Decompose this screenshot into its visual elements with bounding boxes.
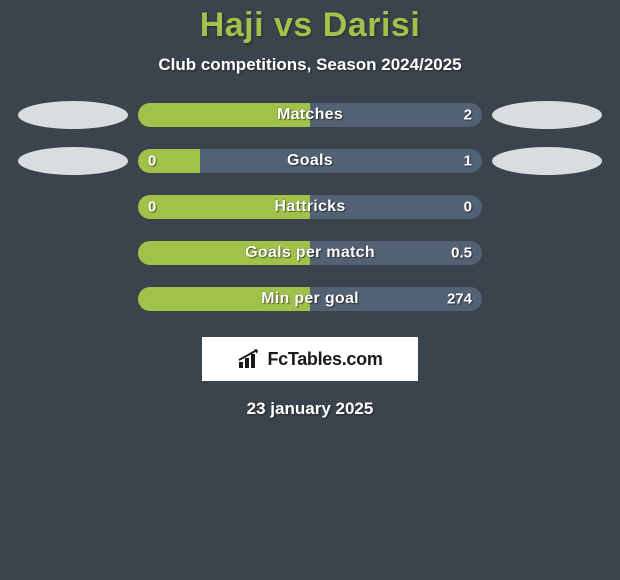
stat-bar: Goals 0 1 (138, 149, 482, 173)
brand-text: FcTables.com (267, 349, 382, 370)
stat-value-left: 0 (148, 153, 156, 170)
player-right-marker (492, 101, 602, 129)
stat-value-right: 1 (464, 153, 472, 170)
right-slot (482, 147, 612, 175)
brand-box[interactable]: FcTables.com (202, 337, 418, 381)
stat-bar: Hattricks 0 0 (138, 195, 482, 219)
stat-label: Matches (277, 106, 343, 124)
stat-value-right: 274 (447, 291, 472, 308)
stat-bar-right (200, 149, 482, 173)
stat-bar: Matches 2 (138, 103, 482, 127)
stat-row: Min per goal 274 (0, 287, 620, 311)
page-title: Haji vs Darisi (0, 6, 620, 45)
player-left-marker (18, 147, 128, 175)
player-left-marker (18, 101, 128, 129)
stat-value-right: 0.5 (451, 245, 472, 262)
stat-label: Goals (287, 152, 333, 170)
player-right-marker (492, 147, 602, 175)
stat-bar: Min per goal 274 (138, 287, 482, 311)
footer-date: 23 january 2025 (0, 399, 620, 419)
stat-row: Goals per match 0.5 (0, 241, 620, 265)
stat-label: Goals per match (245, 244, 375, 262)
stat-bar: Goals per match 0.5 (138, 241, 482, 265)
stat-value-right: 0 (464, 199, 472, 216)
comparison-card: Haji vs Darisi Club competitions, Season… (0, 0, 620, 419)
stat-label: Min per goal (261, 290, 359, 308)
stat-label: Hattricks (274, 198, 345, 216)
bar-chart-icon (237, 348, 263, 370)
page-subtitle: Club competitions, Season 2024/2025 (0, 55, 620, 75)
stat-row: Matches 2 (0, 103, 620, 127)
left-slot (8, 101, 138, 129)
stat-row: Goals 0 1 (0, 149, 620, 173)
stat-value-right: 2 (464, 107, 472, 124)
brand-logo: FcTables.com (237, 348, 382, 370)
stats-list: Matches 2 Goals 0 1 Hattricks 0 0 Goals per matc… (0, 103, 620, 311)
left-slot (8, 147, 138, 175)
stat-value-left: 0 (148, 199, 156, 216)
right-slot (482, 101, 612, 129)
stat-row: Hattricks 0 0 (0, 195, 620, 219)
